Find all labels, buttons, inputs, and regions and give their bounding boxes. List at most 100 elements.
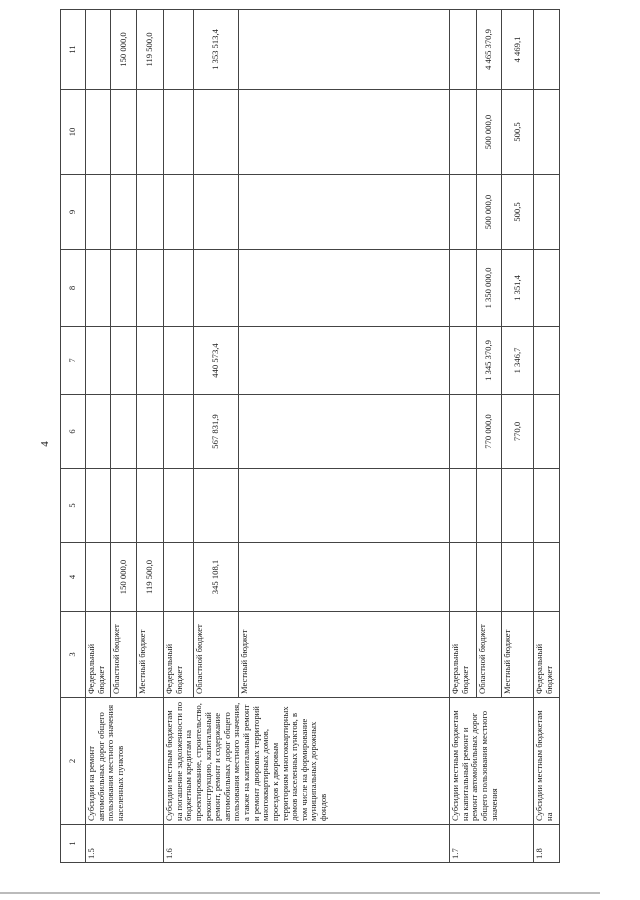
budget-table: 1 2 3 4 5 6 7 8 9 10 11 1.5 Субсидии на ремонт автом…: [60, 9, 560, 863]
budget-source: Местный бюджет: [238, 611, 450, 698]
amount-cell: [533, 326, 560, 395]
header-row: 1 2 3 4 5 6 7 8 9 10 11: [60, 9, 86, 863]
budget-source: Федеральный бюджет: [533, 611, 560, 698]
amount-cell: [238, 326, 450, 395]
amount-cell: [449, 326, 477, 395]
amount-cell: [85, 174, 111, 250]
amount-cell: [449, 249, 477, 327]
amount-cell: [193, 89, 239, 175]
amount-cell: [163, 542, 194, 612]
amount-cell: [449, 89, 477, 175]
amount-cell: [449, 468, 477, 543]
amount-cell: 500 000,0: [476, 174, 502, 250]
budget-source: Федеральный бюджет: [85, 611, 111, 698]
column-number: 3: [60, 611, 86, 698]
amount-cell: [449, 394, 477, 469]
column-number: 8: [60, 249, 86, 327]
amount-cell: [163, 468, 194, 543]
amount-cell: [163, 249, 194, 327]
amount-cell: [238, 9, 450, 90]
amount-cell: [85, 249, 111, 327]
amount-cell: [238, 174, 450, 250]
amount-cell: 345 108,1: [193, 542, 239, 612]
amount-cell: [238, 468, 450, 543]
amount-cell: [449, 174, 477, 250]
amount-cell: 4 465 370,9: [476, 9, 502, 90]
amount-cell: 500 000,0: [476, 89, 502, 175]
budget-source: Федеральный бюджет: [449, 611, 477, 698]
amount-cell: 770,0: [501, 394, 534, 469]
budget-source: Федеральный бюджет: [163, 611, 194, 698]
amount-cell: [501, 542, 534, 612]
amount-cell: [533, 249, 560, 327]
amount-cell: [533, 9, 560, 90]
amount-cell: [110, 249, 137, 327]
row-description: Субсидии на ремонт автомобильных дорог о…: [85, 697, 164, 825]
row-number: 1.6: [163, 824, 450, 863]
amount-cell: [136, 468, 164, 543]
amount-cell: [533, 468, 560, 543]
column-number: 9: [60, 174, 86, 250]
column-number: 2: [60, 697, 86, 825]
amount-cell: 1 345 370,9: [476, 326, 502, 395]
amount-cell: [85, 326, 111, 395]
amount-cell: [136, 249, 164, 327]
amount-cell: [476, 542, 502, 612]
amount-cell: [110, 394, 137, 469]
amount-cell: [501, 468, 534, 543]
amount-cell: [193, 174, 239, 250]
column-number: 1: [60, 824, 86, 863]
amount-cell: [238, 89, 450, 175]
amount-cell: [533, 174, 560, 250]
amount-cell: [136, 174, 164, 250]
amount-cell: [110, 174, 137, 250]
amount-cell: [110, 326, 137, 395]
table-row: 1.7 Субсидии местным бюджетам на капиталь…: [449, 9, 534, 863]
amount-cell: [238, 394, 450, 469]
row-description: Субсидии местным бюджетам на погашение з…: [163, 697, 450, 825]
amount-cell: [136, 89, 164, 175]
amount-cell: 1 353 513,4: [193, 9, 239, 90]
amount-cell: 567 831,9: [193, 394, 239, 469]
amount-cell: 500,5: [501, 89, 534, 175]
row-description: Субсидии местным бюджетам на капитальный…: [449, 697, 534, 825]
amount-cell: 150 000,0: [110, 9, 137, 90]
amount-cell: [85, 9, 111, 90]
amount-cell: 440 573,4: [193, 326, 239, 395]
table-row: 1.6 Субсидии местным бюджетам на погашени…: [163, 9, 450, 863]
amount-cell: 1 350 000,0: [476, 249, 502, 327]
amount-cell: [110, 89, 137, 175]
amount-cell: [136, 326, 164, 395]
amount-cell: [85, 468, 111, 543]
scan-edge-line: [0, 892, 600, 894]
row-number: 1.8: [533, 824, 560, 863]
page-number: 4: [38, 441, 51, 447]
amount-cell: 119 500,0: [136, 542, 164, 612]
column-number: 11: [60, 9, 86, 90]
amount-cell: 500,5: [501, 174, 534, 250]
amount-cell: 1 346,7: [501, 326, 534, 395]
column-number: 5: [60, 468, 86, 543]
amount-cell: [533, 542, 560, 612]
amount-cell: [163, 394, 194, 469]
amount-cell: [163, 174, 194, 250]
amount-cell: [533, 394, 560, 469]
amount-cell: [238, 249, 450, 327]
amount-cell: [163, 9, 194, 90]
row-number: 1.5: [85, 824, 164, 863]
amount-cell: [449, 9, 477, 90]
table-row: 1.8 Субсидии местным бюджетам на Федеральн…: [533, 9, 560, 863]
amount-cell: [533, 89, 560, 175]
amount-cell: 4 469,1: [501, 9, 534, 90]
amount-cell: [449, 542, 477, 612]
amount-cell: [193, 468, 239, 543]
column-number: 6: [60, 394, 86, 469]
rotated-table-wrapper: 1 2 3 4 5 6 7 8 9 10 11 1.5 Субсидии на ремонт автом…: [60, 9, 560, 863]
amount-cell: 1 351,4: [501, 249, 534, 327]
amount-cell: [136, 394, 164, 469]
amount-cell: [110, 468, 137, 543]
amount-cell: [238, 542, 450, 612]
amount-cell: [85, 89, 111, 175]
budget-source: Областной бюджет: [476, 611, 502, 698]
budget-source: Областной бюджет: [193, 611, 239, 698]
